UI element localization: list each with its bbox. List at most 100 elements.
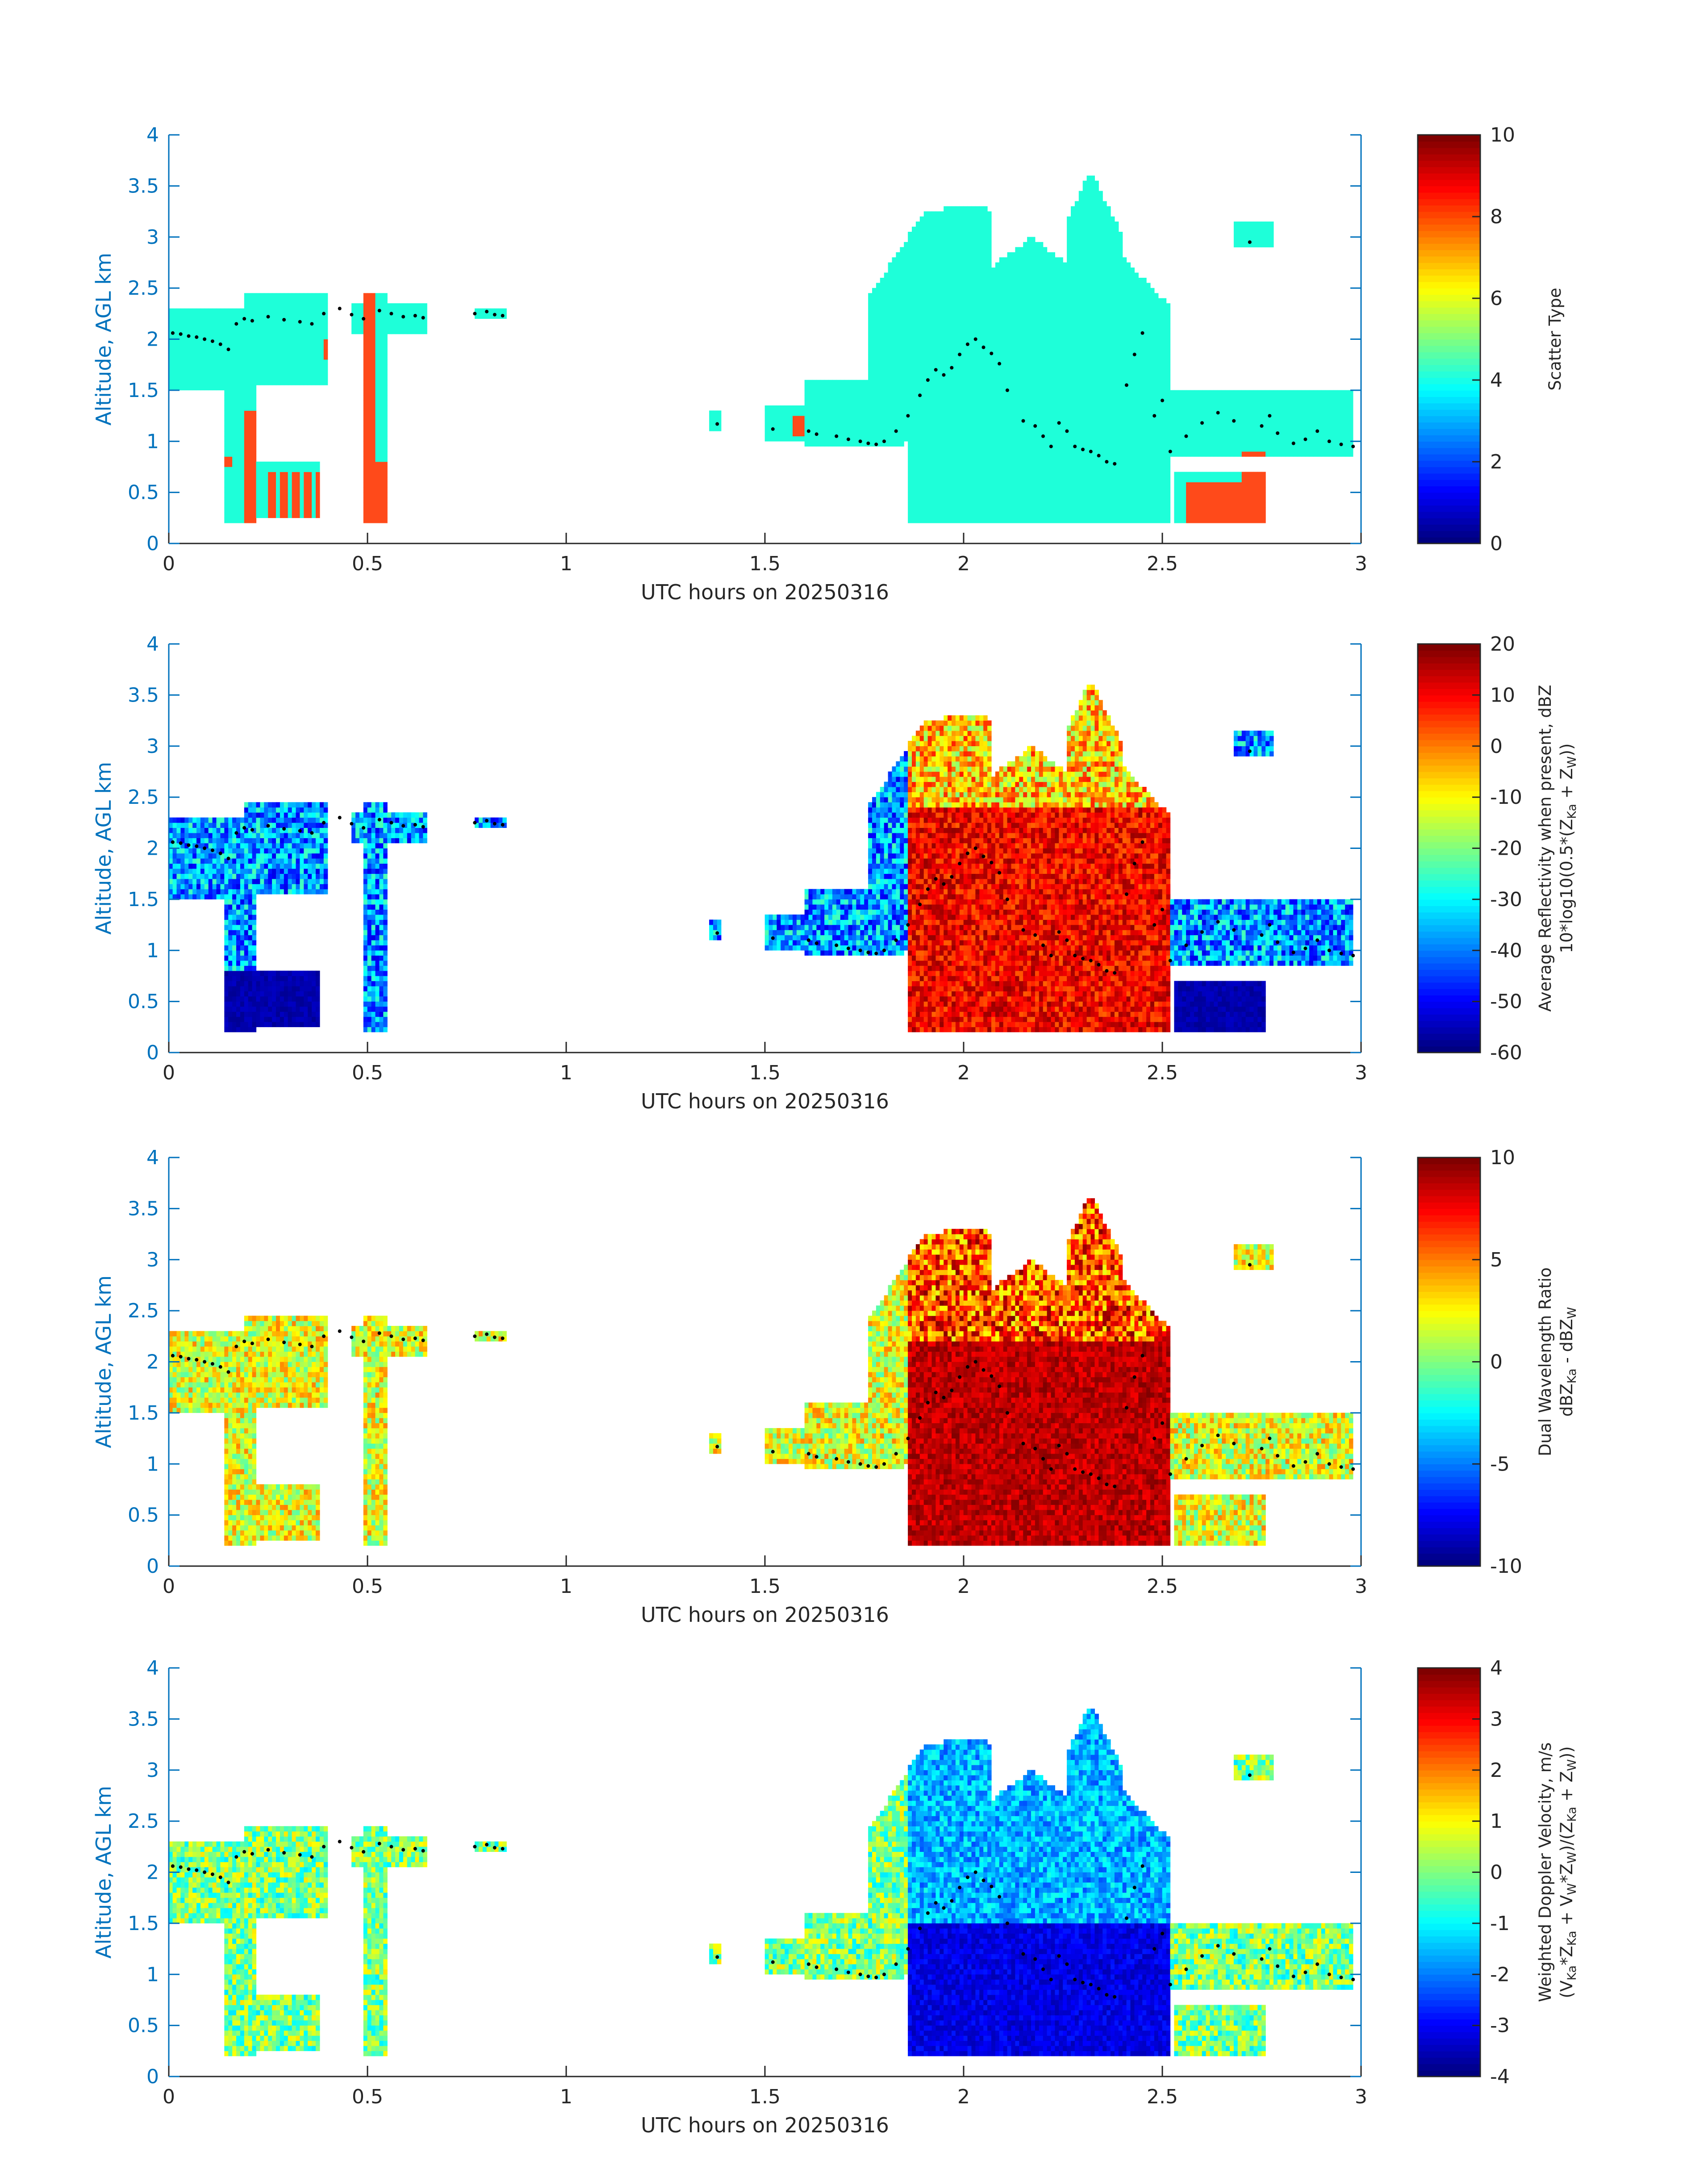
heatmap-cell: [935, 273, 940, 278]
heatmap-cell: [912, 252, 916, 258]
heatmap-cell: [300, 298, 304, 304]
heatmap-cell: [1003, 410, 1008, 416]
heatmap-cell: [952, 309, 956, 314]
heatmap-cell: [944, 324, 948, 329]
heatmap-cell: [948, 349, 952, 355]
heatmap-cell: [880, 375, 885, 380]
heatmap-cell: [248, 410, 253, 416]
heatmap-cell: [1059, 339, 1063, 344]
heatmap-cell: [1023, 436, 1027, 442]
heatmap-cell: [824, 400, 829, 405]
heatmap-cell: [935, 309, 940, 314]
heatmap-cell: [884, 339, 889, 344]
heatmap-cell: [288, 329, 292, 334]
heatmap-cell: [316, 482, 320, 488]
heatmap-cell: [944, 303, 948, 309]
heatmap-cell: [991, 334, 996, 339]
heatmap-cell: [1023, 518, 1027, 523]
heatmap-cell: [912, 267, 916, 273]
heatmap-cell: [892, 364, 897, 370]
heatmap-cell: [876, 436, 881, 442]
heatmap-cell: [987, 462, 992, 467]
heatmap-cell: [1031, 395, 1036, 401]
heatmap-cell: [900, 309, 904, 314]
heatmap-cell: [968, 400, 972, 405]
heatmap-cell: [995, 446, 1000, 451]
heatmap-cell: [188, 329, 193, 334]
heatmap-cell: [999, 355, 1004, 360]
heatmap-cell: [372, 334, 376, 339]
heatmap-cell: [844, 421, 849, 426]
heatmap-cell: [1003, 375, 1008, 380]
heatmap-cell: [292, 359, 296, 365]
heatmap-cell: [952, 390, 956, 396]
heatmap-cell: [256, 319, 261, 324]
heatmap-cell: [924, 329, 928, 334]
heatmap-cell: [956, 273, 960, 278]
heatmap-cell: [920, 502, 924, 508]
heatmap-cell: [1063, 508, 1067, 513]
heatmap-cell: [960, 497, 964, 503]
heatmap-cell: [952, 329, 956, 334]
heatmap-cell: [312, 293, 316, 298]
heatmap-cell: [288, 355, 292, 360]
heatmap-cell: [224, 492, 229, 497]
heatmap-cell: [852, 385, 857, 390]
heatmap-cell: [924, 410, 928, 416]
heatmap-cell: [944, 400, 948, 405]
heatmap-cell: [892, 273, 897, 278]
heatmap-cell: [355, 313, 360, 319]
heatmap-cell: [979, 252, 984, 258]
heatmap-cell: [264, 324, 268, 329]
heatmap-cell: [900, 303, 904, 309]
heatmap-cell: [848, 395, 853, 401]
heatmap-cell: [956, 380, 960, 385]
heatmap-cell: [952, 355, 956, 360]
heatmap-cell: [975, 487, 980, 493]
heatmap-cell: [848, 426, 853, 431]
heatmap-cell: [916, 467, 920, 472]
heatmap-cell: [960, 421, 964, 426]
heatmap-cell: [868, 426, 873, 431]
heatmap-cell: [224, 431, 229, 436]
heatmap-cell: [288, 467, 292, 472]
heatmap-cell: [372, 410, 376, 416]
heatmap-cell: [296, 355, 301, 360]
heatmap-cell: [932, 513, 936, 518]
heatmap-cell: [1027, 513, 1031, 518]
heatmap-cell: [896, 395, 900, 401]
heatmap-cell: [272, 319, 276, 324]
heatmap-cell: [797, 421, 801, 426]
heatmap-cell: [213, 380, 217, 385]
heatmap-cell: [805, 421, 809, 426]
heatmap-cell: [932, 339, 936, 344]
heatmap-cell: [324, 359, 328, 365]
heatmap-cell: [916, 451, 920, 457]
heatmap-cell: [224, 421, 229, 426]
heatmap-cell: [1047, 273, 1052, 278]
heatmap-cell: [316, 334, 320, 339]
heatmap-cell: [1007, 257, 1012, 263]
heatmap-cell: [1027, 482, 1031, 488]
heatmap-cell: [832, 426, 837, 431]
heatmap-cell: [1031, 237, 1036, 242]
heatmap-cell: [975, 416, 980, 421]
heatmap-cell: [908, 237, 912, 242]
heatmap-cell: [944, 467, 948, 472]
heatmap-cell: [872, 436, 877, 442]
heatmap-cell: [960, 446, 964, 451]
heatmap-cell: [1043, 298, 1048, 304]
heatmap-cell: [1055, 405, 1059, 411]
heatmap-cell: [304, 477, 308, 482]
heatmap-cell: [964, 303, 968, 309]
heatmap-cell: [908, 405, 912, 411]
heatmap-cell: [1011, 329, 1016, 334]
heatmap-cell: [217, 355, 221, 360]
heatmap-cell: [383, 513, 388, 518]
heatmap-cell: [244, 349, 249, 355]
heatmap-cell: [983, 324, 988, 329]
heatmap-cell: [987, 451, 992, 457]
heatmap-cell: [376, 364, 380, 370]
heatmap-cell: [948, 421, 952, 426]
heatmap-cell: [1043, 319, 1048, 324]
